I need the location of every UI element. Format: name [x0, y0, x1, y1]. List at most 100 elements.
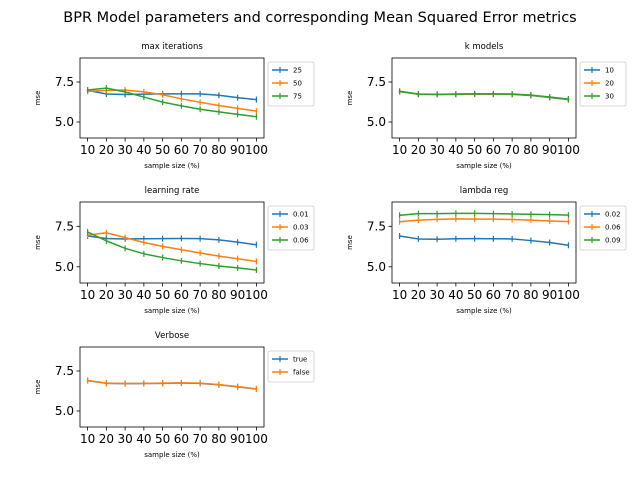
- x-tick-label: 40: [448, 143, 463, 157]
- legend: true false: [267, 350, 315, 383]
- legend-label: 0.06: [293, 237, 309, 245]
- legend-box: [267, 61, 315, 107]
- x-tick-label: 40: [448, 288, 463, 302]
- y-tick-label: 5.0: [55, 115, 74, 129]
- series-line-false: [86, 379, 258, 390]
- x-tick-label: 80: [211, 288, 226, 302]
- x-tick-label: 90: [542, 288, 557, 302]
- x-tick-label: 20: [99, 432, 114, 446]
- x-tick-label: 20: [411, 143, 426, 157]
- y-tick-label: 7.5: [55, 75, 74, 89]
- x-axis-label: sample size (%): [144, 162, 200, 170]
- x-tick-label: 10: [80, 143, 95, 157]
- legend-label: 0.09: [605, 237, 621, 245]
- axes-frame: [79, 346, 265, 428]
- x-axis-label: sample size (%): [144, 307, 200, 315]
- x-tick-label: 80: [211, 432, 226, 446]
- y-axis-label: mse: [34, 235, 42, 250]
- legend-label: 20: [605, 80, 614, 88]
- axes-frame: [79, 201, 265, 284]
- series-line-30: [398, 90, 570, 100]
- legend-label: 50: [293, 80, 302, 88]
- axes-frame: [391, 57, 577, 139]
- x-tick-label: 70: [192, 143, 207, 157]
- axes-frame: [391, 201, 577, 284]
- x-tick-label: 30: [429, 288, 444, 302]
- x-tick-label: 100: [245, 288, 268, 302]
- legend-box: [579, 61, 627, 107]
- x-tick-label: 60: [174, 288, 189, 302]
- y-tick-label: 7.5: [367, 220, 386, 234]
- x-tick-label: 30: [117, 288, 132, 302]
- legend-label: true: [293, 356, 307, 364]
- series-line-0.09: [398, 212, 570, 217]
- series-line-0.03: [86, 232, 258, 263]
- series-line-25: [86, 89, 258, 101]
- x-tick-label: 100: [245, 432, 268, 446]
- y-tick-label: 5.0: [367, 115, 386, 129]
- x-tick-label: 50: [467, 143, 482, 157]
- chart-title: max iterations: [141, 42, 203, 52]
- series-line-0.01: [86, 235, 258, 246]
- x-axis-label: sample size (%): [456, 307, 512, 315]
- x-tick-label: 50: [155, 432, 170, 446]
- x-tick-label: 20: [99, 143, 114, 157]
- x-tick-label: 70: [192, 432, 207, 446]
- x-tick-label: 90: [230, 143, 245, 157]
- chart-title: k models: [465, 42, 504, 52]
- x-tick-label: 80: [523, 288, 538, 302]
- series-line-75: [86, 87, 258, 118]
- legend-label: 10: [605, 67, 614, 75]
- x-tick-label: 10: [392, 288, 407, 302]
- legend-label: false: [293, 369, 310, 377]
- x-tick-label: 10: [392, 143, 407, 157]
- x-tick-label: 40: [136, 432, 151, 446]
- chart-title: Verbose: [155, 331, 189, 341]
- x-axis-label: sample size (%): [144, 451, 200, 459]
- x-tick-label: 50: [155, 288, 170, 302]
- x-tick-label: 50: [155, 143, 170, 157]
- x-tick-label: 90: [230, 288, 245, 302]
- x-tick-label: 10: [80, 288, 95, 302]
- x-tick-label: 60: [486, 288, 501, 302]
- x-tick-label: 100: [557, 288, 580, 302]
- y-tick-label: 7.5: [55, 220, 74, 234]
- x-tick-label: 10: [80, 432, 95, 446]
- x-tick-label: 70: [504, 143, 519, 157]
- legend-label: 0.02: [605, 211, 621, 219]
- x-tick-label: 30: [429, 143, 444, 157]
- x-tick-label: 50: [467, 288, 482, 302]
- y-tick-label: 5.0: [55, 260, 74, 274]
- x-tick-label: 60: [174, 432, 189, 446]
- x-tick-label: 40: [136, 143, 151, 157]
- x-tick-label: 100: [245, 143, 268, 157]
- legend: 10 20 30: [579, 61, 627, 107]
- x-tick-label: 80: [211, 143, 226, 157]
- legend: 0.02 0.06 0.09: [579, 205, 627, 251]
- legend-label: 0.03: [293, 224, 309, 232]
- legend: 0.01 0.03 0.06: [267, 205, 315, 251]
- legend-label: 30: [605, 93, 614, 101]
- y-axis-label: mse: [346, 91, 354, 106]
- legend-label: 75: [293, 93, 302, 101]
- figure-title: BPR Model parameters and corresponding M…: [63, 10, 576, 26]
- x-axis-label: sample size (%): [456, 162, 512, 170]
- y-axis-label: mse: [346, 235, 354, 250]
- x-tick-label: 40: [136, 288, 151, 302]
- x-tick-label: 90: [230, 432, 245, 446]
- x-tick-label: 20: [411, 288, 426, 302]
- series-line-0.06: [398, 218, 570, 223]
- series-line-0.06: [86, 230, 258, 271]
- x-tick-label: 30: [117, 432, 132, 446]
- legend-label: 25: [293, 67, 302, 75]
- x-tick-label: 90: [542, 143, 557, 157]
- legend-label: 0.01: [293, 211, 309, 219]
- x-tick-label: 20: [99, 288, 114, 302]
- x-tick-label: 30: [117, 143, 132, 157]
